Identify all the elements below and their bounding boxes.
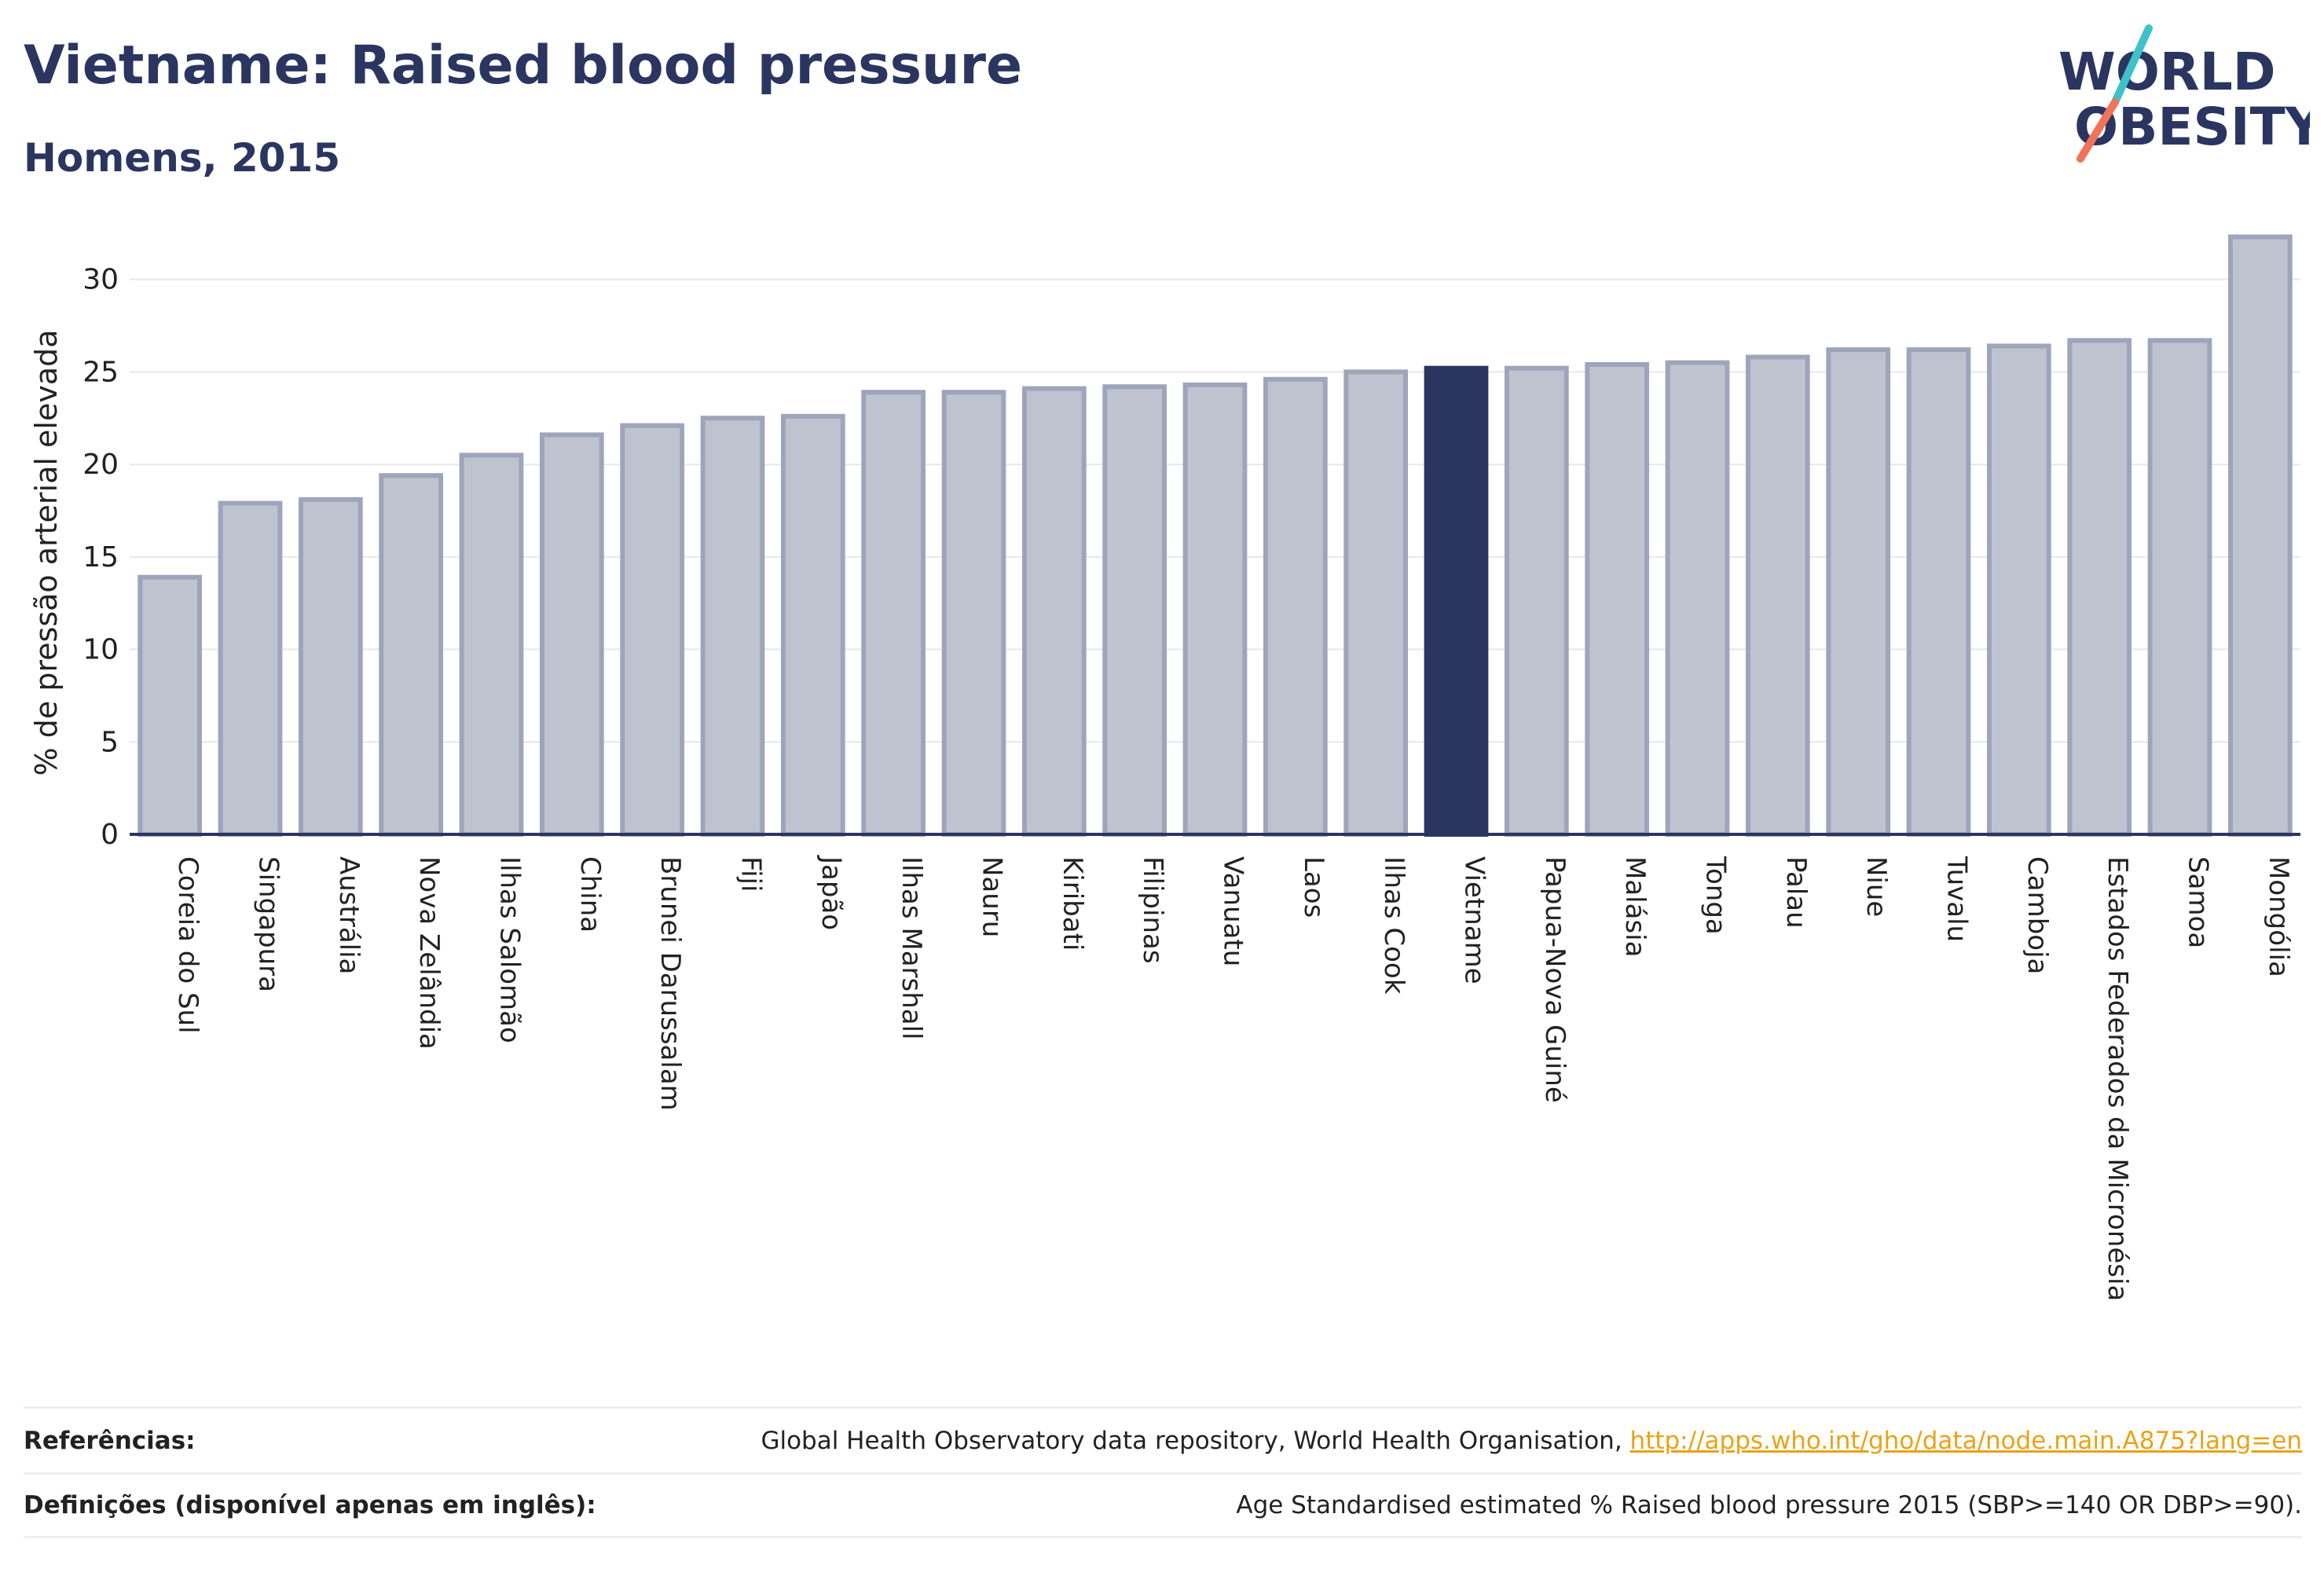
bar <box>620 423 685 837</box>
definitions-row: Definições (disponível apenas em inglês)… <box>24 1472 2302 1538</box>
bar <box>941 390 1006 837</box>
bar <box>1745 354 1810 837</box>
x-category-label: Tuvalu <box>1941 856 1973 942</box>
x-category-label: Papua-Nova Guiné <box>1539 856 1571 1103</box>
x-category-label: Coreia do Sul <box>172 856 203 1034</box>
bar <box>1826 347 1891 837</box>
x-category-label: Ilhas Salomão <box>494 856 526 1043</box>
x-category-label: Tonga <box>1700 856 1732 935</box>
bar <box>379 473 444 837</box>
y-tick-label: 30 <box>82 264 119 296</box>
bar <box>861 390 926 837</box>
bar <box>1906 347 1971 837</box>
y-tick-labels: 0 5 10 15 20 25 30 <box>82 264 119 851</box>
bar <box>700 416 765 837</box>
x-category-label: Kiribati <box>1057 856 1088 951</box>
x-category-label: Austrália <box>333 856 365 974</box>
x-category-label: Ilhas Cook <box>1378 856 1409 995</box>
definitions-label: Definições (disponível apenas em inglês)… <box>24 1491 596 1519</box>
x-category-label: Vanuatu <box>1218 856 1249 966</box>
bar <box>1504 365 1569 837</box>
y-tick-label: 10 <box>82 634 119 666</box>
x-category-label: Brunei Darussalam <box>654 856 686 1111</box>
x-category-label: Fiji <box>735 856 767 892</box>
x-category-label: Mongólia <box>2263 856 2294 977</box>
x-category-label: Singapura <box>253 856 284 992</box>
references-value: Global Health Observatory data repositor… <box>761 1427 2302 1455</box>
definitions-text: Age Standardised estimated % Raised bloo… <box>1236 1491 2302 1519</box>
bar <box>1585 361 1650 837</box>
page-subtitle: Homens, 2015 <box>24 135 341 181</box>
x-category-label: Nova Zelândia <box>413 856 445 1050</box>
bar-chart: 0 5 10 15 20 25 30 Coreia do Sul Singapura Austr… <box>29 234 2300 1301</box>
x-category-label: Nauru <box>977 856 1008 937</box>
bar <box>459 453 524 837</box>
references-row: Referências: Global Health Observatory d… <box>24 1406 2302 1472</box>
y-tick-label: 5 <box>101 726 119 758</box>
page-title: Vietname: Raised blood pressure <box>24 35 1023 97</box>
bar <box>1665 360 1730 837</box>
bar <box>2067 338 2132 837</box>
x-category-labels: Coreia do Sul Singapura Austrália Nova Zelâ… <box>172 855 2294 1301</box>
bar <box>1021 386 1087 837</box>
x-category-label: Ilhas Marshall <box>896 856 927 1040</box>
bar <box>1343 369 1409 837</box>
bar <box>539 432 604 837</box>
y-tick-label: 15 <box>82 541 119 574</box>
x-category-label: China <box>574 856 606 933</box>
bar <box>298 497 363 837</box>
world-obesity-logo: WORLD OBESITY <box>2043 24 2324 165</box>
references-label: Referências: <box>24 1426 196 1455</box>
x-category-label: Filipinas <box>1137 856 1168 964</box>
bar <box>780 413 845 837</box>
logo-slash-coral <box>2077 98 2119 163</box>
x-category-label: Laos <box>1298 856 1329 918</box>
x-category-label: Niue <box>1860 856 1892 917</box>
bars <box>137 234 2293 837</box>
bar <box>218 500 283 837</box>
y-tick-label: 0 <box>101 819 119 851</box>
x-category-label: Estados Federados da Micronésia <box>2102 856 2133 1301</box>
bar <box>2147 338 2212 837</box>
x-category-label: Palau <box>1780 856 1812 929</box>
logo-slash-teal <box>2111 24 2153 106</box>
x-category-label: Japão <box>816 855 847 930</box>
y-tick-label: 25 <box>82 356 119 388</box>
references-text: Global Health Observatory data repositor… <box>761 1426 1630 1455</box>
references-link[interactable]: http://apps.who.int/gho/data/node.main.A… <box>1629 1426 2302 1455</box>
x-category-label: Camboja <box>2022 856 2053 974</box>
y-axis-title: % de pressão arterial elevada <box>29 329 64 775</box>
bar <box>1986 343 2051 837</box>
bar <box>1102 384 1167 837</box>
bar <box>137 574 203 837</box>
bar-highlight <box>1424 365 1489 837</box>
bar <box>2227 234 2293 837</box>
bar <box>1263 376 1328 837</box>
bar <box>1182 382 1248 837</box>
y-tick-label: 20 <box>82 449 119 481</box>
x-category-label: Samoa <box>2183 856 2214 948</box>
logo-word-1: WORLD <box>2058 42 2276 102</box>
x-category-label: Malásia <box>1619 856 1651 957</box>
x-category-label: Vietname <box>1459 856 1490 984</box>
